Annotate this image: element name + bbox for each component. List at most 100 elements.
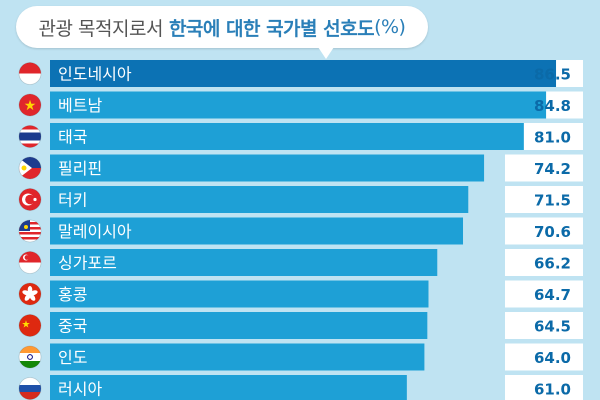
bar-category-label: 필리핀 bbox=[58, 159, 102, 178]
bar bbox=[50, 343, 425, 371]
bar-row: 싱가포르 66.2 bbox=[18, 249, 583, 276]
flag-outline bbox=[18, 156, 42, 180]
flag-part bbox=[19, 385, 41, 392]
bar bbox=[50, 186, 469, 213]
bar-value-label: 86.5 bbox=[534, 66, 571, 84]
bar-value-label: 74.2 bbox=[534, 160, 571, 178]
flag-outline bbox=[18, 345, 42, 369]
flag-outline bbox=[18, 188, 42, 211]
flag-indonesia-icon bbox=[19, 62, 41, 85]
flag-russia-icon bbox=[19, 377, 41, 400]
bar-category-label: 인도네시아 bbox=[58, 65, 132, 84]
bar bbox=[50, 375, 407, 400]
flag-outline bbox=[18, 219, 42, 243]
bar-value-label: 84.8 bbox=[534, 97, 571, 115]
flag-philippines-icon bbox=[19, 157, 41, 179]
flag-outline bbox=[18, 314, 42, 337]
flag-part bbox=[24, 225, 28, 229]
flag-star: ★ bbox=[22, 320, 31, 331]
flag-part bbox=[29, 293, 36, 301]
title-unit: (%) bbox=[374, 16, 406, 38]
bar bbox=[50, 312, 428, 339]
flag-part bbox=[19, 361, 41, 368]
flag-part bbox=[19, 125, 41, 130]
flag-part bbox=[19, 392, 41, 400]
bar-row: 터키 71.5 bbox=[18, 186, 583, 213]
bar-row: 인도 64.0 bbox=[18, 343, 583, 371]
bar-category-label: 말레이시아 bbox=[58, 222, 132, 241]
flag-part bbox=[19, 94, 41, 116]
value-box bbox=[505, 217, 583, 245]
flag-part bbox=[33, 197, 37, 202]
flag-outline bbox=[18, 93, 42, 117]
flag-outline bbox=[18, 251, 42, 274]
flag-hongkong-icon bbox=[19, 283, 41, 305]
flag-part bbox=[19, 262, 41, 274]
flag-star: ★ bbox=[24, 98, 37, 114]
flag-part bbox=[19, 237, 41, 240]
bar-value-label: 64.7 bbox=[534, 286, 571, 304]
flag-part bbox=[19, 62, 41, 74]
bar bbox=[50, 249, 438, 276]
value-box bbox=[505, 375, 583, 400]
flag-outline bbox=[18, 125, 42, 148]
flag-part bbox=[19, 73, 41, 85]
value-box bbox=[505, 343, 583, 371]
flag-thailand-icon bbox=[19, 125, 41, 148]
bar-category-label: 태국 bbox=[58, 128, 87, 147]
flag-part bbox=[19, 143, 41, 148]
flag-outline bbox=[18, 282, 42, 306]
bar-row: 말레이시아 70.6 bbox=[18, 217, 583, 245]
bar-value-label: 64.5 bbox=[534, 318, 571, 336]
chart-title: 관광 목적지로서 한국에 대한 국가별 선호도 (%) bbox=[16, 6, 428, 48]
flag-part bbox=[22, 290, 31, 296]
bar-value-label: 61.0 bbox=[534, 381, 571, 399]
bar bbox=[50, 217, 464, 245]
flag-part bbox=[24, 293, 31, 301]
bubble-tail bbox=[318, 47, 334, 59]
bar-category-label: 베트남 bbox=[58, 96, 102, 115]
bar-value-label: 64.0 bbox=[534, 349, 571, 367]
bar bbox=[50, 280, 429, 308]
bar-category-label: 싱가포르 bbox=[58, 254, 117, 273]
flag-singapore-icon bbox=[19, 251, 41, 274]
flag-part bbox=[19, 346, 41, 353]
bar bbox=[50, 123, 524, 150]
value-box bbox=[505, 312, 583, 339]
bar-value-label: 71.5 bbox=[534, 192, 571, 210]
value-box bbox=[505, 249, 583, 276]
bar-row: 인도네시아 86.5 bbox=[18, 60, 583, 87]
flag-outline bbox=[18, 62, 42, 85]
flag-part bbox=[19, 251, 41, 263]
bar-value-label: 66.2 bbox=[534, 255, 571, 273]
bar-category-label: 홍콩 bbox=[58, 285, 87, 304]
flag-part bbox=[27, 354, 33, 360]
value-box bbox=[505, 280, 583, 308]
bar bbox=[50, 60, 557, 87]
bar-row: 러시아 61.0 bbox=[18, 375, 583, 400]
flag-part bbox=[19, 132, 41, 141]
title-bold: 한국에 대한 국가별 선호도 bbox=[168, 17, 375, 40]
flag-part bbox=[25, 194, 35, 205]
flag-part bbox=[24, 255, 30, 260]
bar bbox=[50, 154, 485, 182]
flag-part bbox=[21, 165, 27, 171]
flag-part bbox=[19, 232, 41, 235]
bar-row: 태국 81.0 bbox=[18, 123, 583, 150]
flag-part bbox=[19, 314, 41, 337]
bar-category-label: 터키 bbox=[58, 191, 87, 210]
value-box bbox=[505, 154, 583, 182]
flag-malaysia-icon bbox=[19, 220, 41, 242]
flag-turkey-icon bbox=[19, 188, 41, 211]
bar-category-label: 러시아 bbox=[58, 380, 102, 399]
bar-row: ★ 베트남 84.8 bbox=[18, 91, 583, 119]
bar-category-label: 인도 bbox=[58, 348, 87, 367]
bar-value-label: 81.0 bbox=[534, 129, 571, 147]
bar-value-label: 70.6 bbox=[534, 223, 571, 241]
bar-category-label: 중국 bbox=[58, 317, 87, 336]
bar-row: ★ 중국 64.5 bbox=[18, 312, 583, 339]
flag-india-icon bbox=[19, 346, 41, 368]
title-prefix: 관광 목적지로서 bbox=[38, 17, 164, 40]
bar-row: 홍콩 64.7 bbox=[18, 280, 583, 308]
